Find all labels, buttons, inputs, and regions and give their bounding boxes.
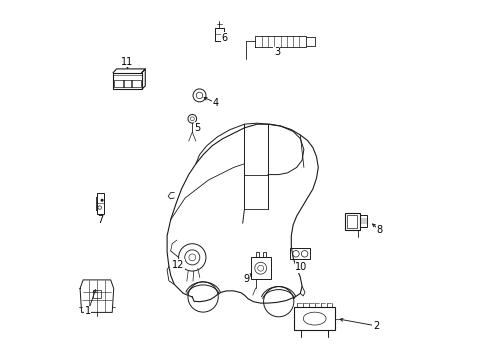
Bar	[131, 80, 141, 87]
Text: 6: 6	[221, 33, 227, 43]
Bar	[262, 252, 265, 257]
Bar	[96, 193, 104, 214]
Bar	[93, 290, 101, 298]
Text: 8: 8	[376, 225, 382, 235]
Text: 10: 10	[295, 262, 307, 272]
Bar	[346, 215, 356, 228]
Text: 1: 1	[84, 306, 91, 316]
Text: 9: 9	[243, 274, 249, 284]
Text: 12: 12	[171, 260, 183, 270]
Bar	[255, 252, 258, 257]
Text: 3: 3	[273, 47, 280, 57]
Circle shape	[101, 199, 102, 201]
Bar	[360, 215, 366, 228]
Bar	[214, 28, 224, 40]
Bar	[114, 80, 123, 87]
Bar	[113, 73, 142, 89]
Text: 5: 5	[194, 123, 201, 133]
Text: 7: 7	[97, 215, 103, 225]
Bar	[122, 80, 132, 87]
Bar	[250, 257, 270, 279]
Text: 2: 2	[372, 321, 378, 331]
Bar	[290, 248, 309, 259]
Bar	[293, 307, 335, 330]
Bar	[345, 213, 360, 230]
Text: 11: 11	[121, 57, 133, 67]
Text: 4: 4	[212, 98, 218, 108]
